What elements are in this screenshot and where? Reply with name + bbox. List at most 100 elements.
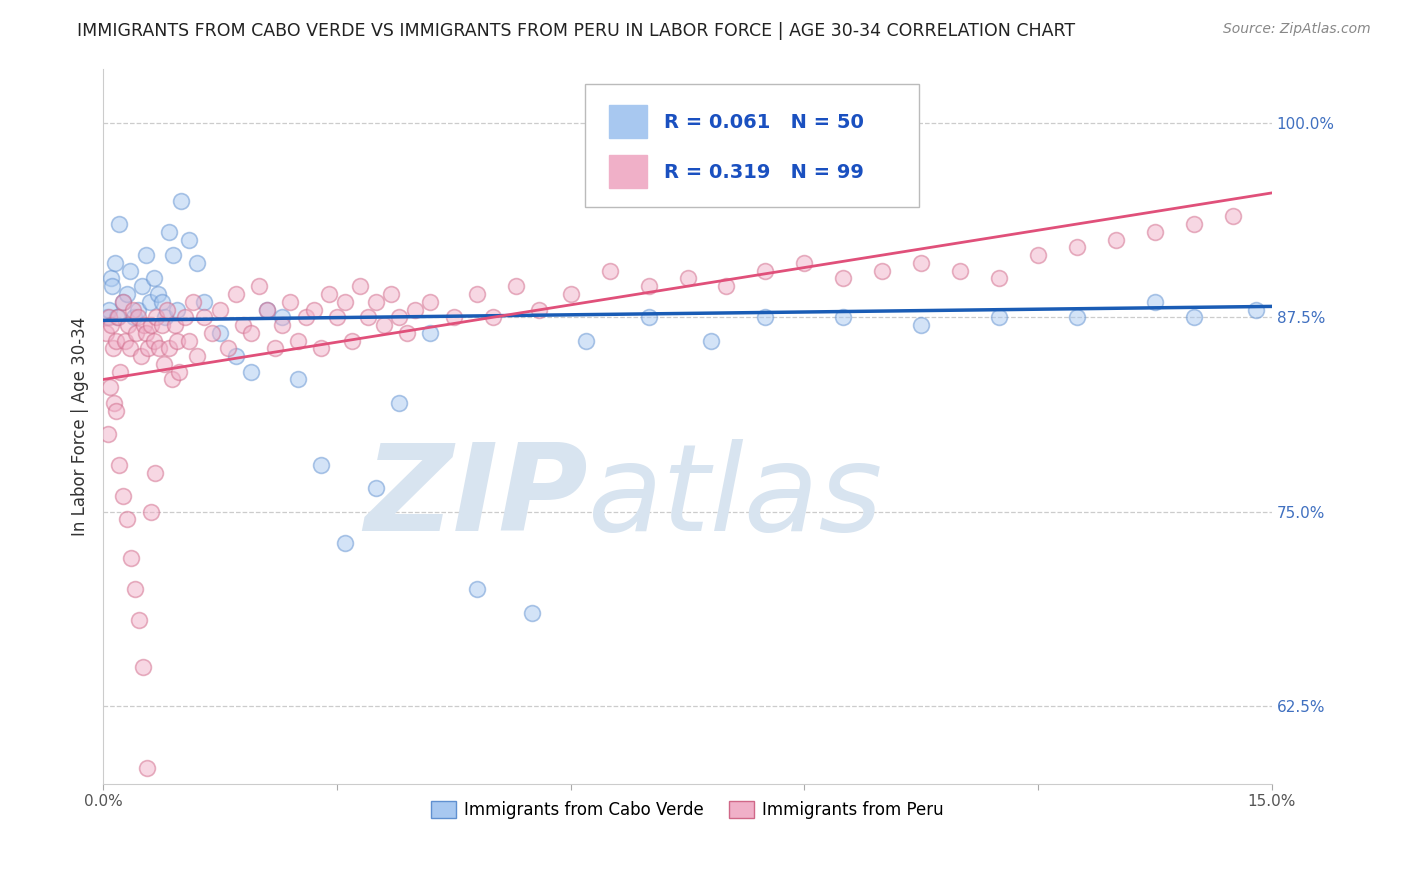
Text: R = 0.319   N = 99: R = 0.319 N = 99 bbox=[664, 162, 865, 182]
Point bbox=[1182, 310, 1205, 325]
Point bbox=[700, 334, 723, 348]
Point bbox=[111, 294, 134, 309]
Point bbox=[1143, 225, 1166, 239]
Point bbox=[117, 512, 139, 526]
Point bbox=[1066, 240, 1088, 254]
Point bbox=[112, 489, 135, 503]
Point bbox=[127, 310, 149, 325]
Point bbox=[225, 349, 247, 363]
Point bbox=[155, 310, 177, 325]
Point bbox=[120, 551, 142, 566]
Point bbox=[142, 271, 165, 285]
Point bbox=[287, 334, 309, 348]
Point bbox=[395, 326, 418, 340]
Point bbox=[505, 279, 527, 293]
Text: R = 0.061   N = 50: R = 0.061 N = 50 bbox=[664, 112, 865, 132]
Legend: Immigrants from Cabo Verde, Immigrants from Peru: Immigrants from Cabo Verde, Immigrants f… bbox=[425, 794, 950, 825]
Point bbox=[287, 372, 309, 386]
Point bbox=[124, 582, 146, 597]
Point bbox=[125, 326, 148, 340]
Point bbox=[100, 271, 122, 285]
Point bbox=[419, 294, 441, 309]
Text: Source: ZipAtlas.com: Source: ZipAtlas.com bbox=[1223, 22, 1371, 37]
Point bbox=[1182, 217, 1205, 231]
Point bbox=[186, 256, 208, 270]
Point bbox=[716, 279, 738, 293]
Point bbox=[388, 396, 411, 410]
Point bbox=[97, 426, 120, 441]
Point bbox=[120, 342, 142, 356]
Point bbox=[174, 310, 197, 325]
Point bbox=[153, 357, 176, 371]
Point bbox=[108, 458, 131, 472]
Point bbox=[135, 248, 157, 262]
Point bbox=[104, 334, 127, 348]
Point bbox=[832, 310, 855, 325]
Point bbox=[163, 318, 186, 332]
Point bbox=[160, 372, 183, 386]
Point bbox=[107, 217, 129, 231]
Point bbox=[107, 310, 129, 325]
Point bbox=[121, 302, 143, 317]
Point bbox=[256, 302, 278, 317]
Point bbox=[177, 233, 200, 247]
Point bbox=[146, 287, 169, 301]
Point bbox=[404, 302, 426, 317]
Point bbox=[240, 326, 263, 340]
Point bbox=[166, 302, 188, 317]
Point bbox=[676, 271, 699, 285]
Point bbox=[520, 606, 543, 620]
Point bbox=[132, 318, 155, 332]
Point bbox=[247, 279, 270, 293]
Point bbox=[141, 318, 163, 332]
Point bbox=[910, 318, 932, 332]
Point bbox=[754, 263, 776, 277]
Point bbox=[1105, 233, 1128, 247]
Point bbox=[105, 403, 128, 417]
Point bbox=[1066, 310, 1088, 325]
Point bbox=[311, 342, 333, 356]
Point bbox=[110, 365, 132, 379]
Point bbox=[100, 318, 122, 332]
Point bbox=[186, 349, 208, 363]
Point bbox=[364, 481, 387, 495]
Point bbox=[139, 505, 162, 519]
Point bbox=[156, 302, 179, 317]
Point bbox=[637, 279, 659, 293]
Point bbox=[145, 310, 167, 325]
FancyBboxPatch shape bbox=[609, 155, 647, 188]
Point bbox=[193, 310, 215, 325]
FancyBboxPatch shape bbox=[609, 105, 647, 138]
Text: ZIP: ZIP bbox=[364, 439, 588, 556]
Point bbox=[117, 318, 139, 332]
Y-axis label: In Labor Force | Age 30-34: In Labor Force | Age 30-34 bbox=[72, 317, 89, 536]
Point bbox=[465, 287, 488, 301]
Point bbox=[208, 326, 231, 340]
Point bbox=[988, 271, 1011, 285]
Point bbox=[217, 342, 239, 356]
Point bbox=[124, 310, 146, 325]
Point bbox=[1222, 209, 1244, 223]
Point bbox=[364, 294, 387, 309]
Point bbox=[465, 582, 488, 597]
Point bbox=[148, 342, 170, 356]
Point bbox=[256, 302, 278, 317]
Point bbox=[97, 310, 120, 325]
Point bbox=[177, 334, 200, 348]
Point bbox=[754, 310, 776, 325]
Point bbox=[136, 342, 159, 356]
Point bbox=[111, 294, 134, 309]
Point bbox=[157, 225, 180, 239]
Point bbox=[373, 318, 395, 332]
Point bbox=[1246, 302, 1268, 317]
Point bbox=[575, 334, 598, 348]
Point bbox=[832, 271, 855, 285]
FancyBboxPatch shape bbox=[585, 84, 920, 207]
Point bbox=[419, 326, 441, 340]
Point bbox=[263, 342, 285, 356]
Point bbox=[96, 326, 118, 340]
Point bbox=[326, 310, 349, 325]
Point bbox=[101, 279, 124, 293]
Point bbox=[1143, 294, 1166, 309]
Point bbox=[443, 310, 465, 325]
